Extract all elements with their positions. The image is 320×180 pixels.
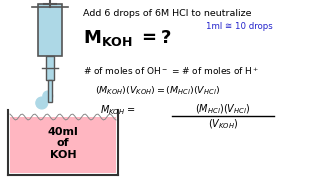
Bar (38, 4, 62, 56)
Bar (48, 80, 52, 102)
Text: 1ml ≅ 10 drops: 1ml ≅ 10 drops (206, 22, 273, 31)
Text: $(M_{KOH})(V_{KOH}) = (M_{HCl})(V_{HCl})$: $(M_{KOH})(V_{KOH}) = (M_{HCl})(V_{HCl})… (95, 84, 220, 96)
Text: $\mathbf{M}_{\mathbf{KOH}}$ $\mathbf{= ?}$: $\mathbf{M}_{\mathbf{KOH}}$ $\mathbf{= ?… (83, 28, 172, 48)
Text: 40ml
of
KOH: 40ml of KOH (48, 127, 78, 160)
Circle shape (43, 91, 53, 101)
Bar (46, 56, 54, 80)
Bar (10, 117, 116, 173)
Text: # of moles of OH$^-$ = # of moles of H$^+$: # of moles of OH$^-$ = # of moles of H$^… (83, 65, 260, 77)
Text: $M_{KOH}$ =: $M_{KOH}$ = (100, 103, 136, 117)
Text: $(M_{HCl})(V_{HCl})$: $(M_{HCl})(V_{HCl})$ (195, 102, 251, 116)
Text: $(V_{KOH})$: $(V_{KOH})$ (208, 117, 238, 131)
Text: Add 6 drops of 6M HCl to neutralize: Add 6 drops of 6M HCl to neutralize (83, 9, 252, 18)
Circle shape (36, 97, 48, 109)
